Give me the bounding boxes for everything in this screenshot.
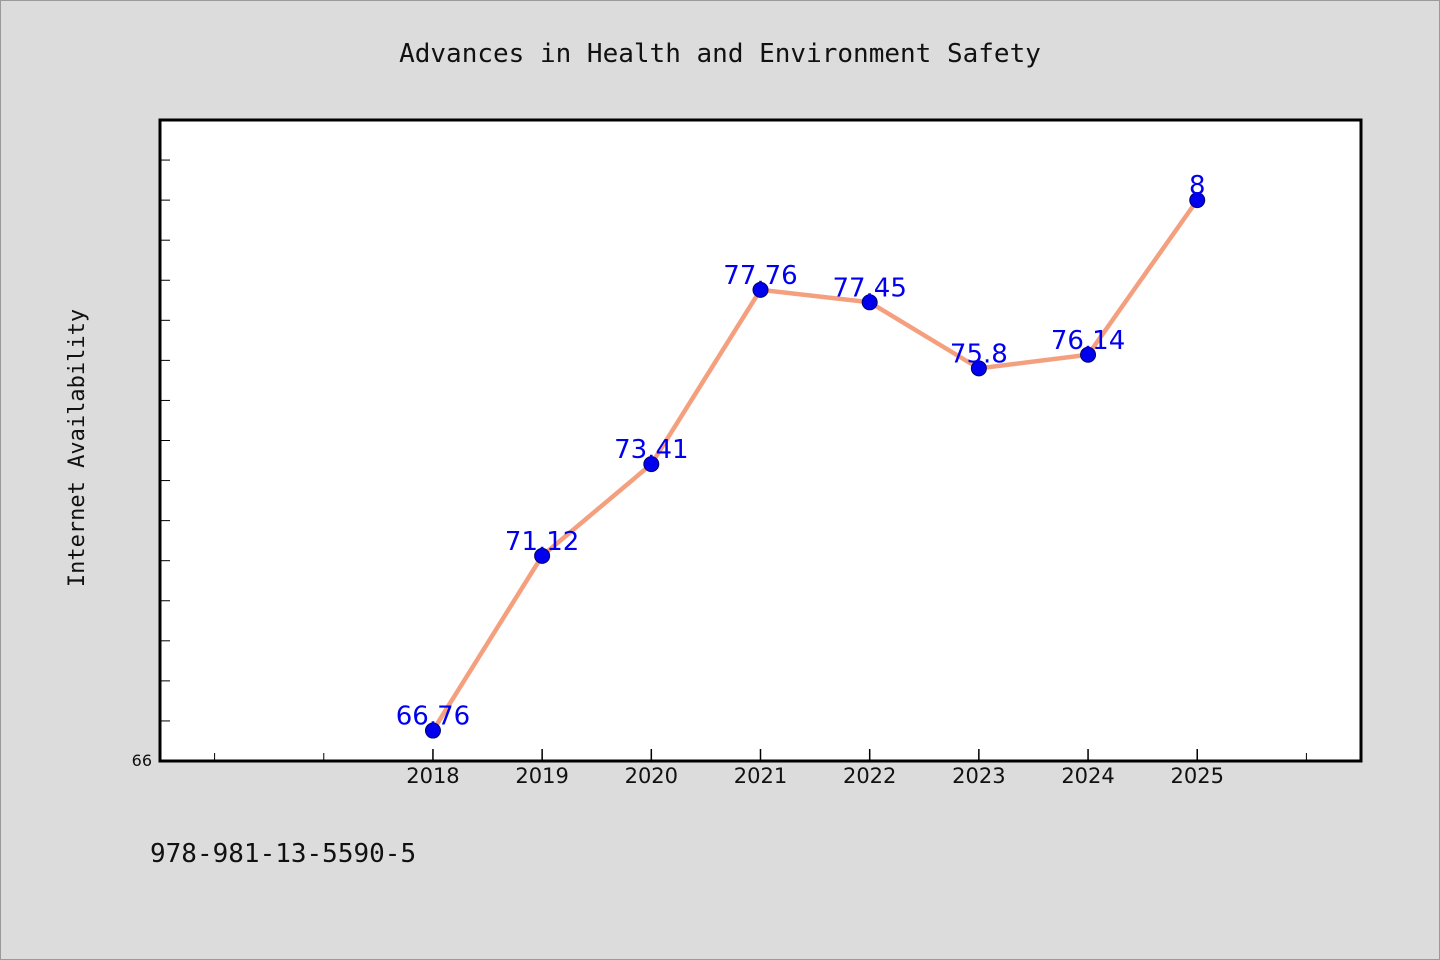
data-label-2025: 8 xyxy=(1189,171,1206,201)
x-tick-label-2021: 2021 xyxy=(734,764,787,788)
data-point-2025 xyxy=(1189,192,1206,209)
data-label-2020: 73.41 xyxy=(614,435,688,465)
y-axis-ticks xyxy=(160,159,170,722)
data-point-2018 xyxy=(424,722,441,739)
data-label-2022: 77.45 xyxy=(832,273,906,303)
data-point-2020 xyxy=(643,456,660,473)
x-tick-label-2025: 2025 xyxy=(1171,764,1224,788)
x-tick-label-2022: 2022 xyxy=(843,764,896,788)
x-tick-label-2024: 2024 xyxy=(1061,764,1114,788)
plot-area xyxy=(158,118,1363,763)
data-point-2024 xyxy=(1080,346,1097,363)
series-layer: 66.76 71.12 73.41 77.76 77.45 75.8 76.14 8 xyxy=(396,171,1206,739)
x-axis-ticks: 2018 2019 2020 2021 2022 2023 2024 2025 xyxy=(214,749,1307,788)
data-label-2024: 76.14 xyxy=(1051,326,1125,356)
x-tick-label-2019: 2019 xyxy=(515,764,568,788)
data-point-2021 xyxy=(752,281,769,298)
data-point-2019 xyxy=(534,547,551,564)
data-point-2022 xyxy=(861,294,878,311)
x-tick-label-2020: 2020 xyxy=(625,764,678,788)
data-label-2019: 71.12 xyxy=(505,527,579,557)
y-axis-label: Internet Availability xyxy=(65,309,90,587)
chart-title: Advances in Health and Environment Safet… xyxy=(399,39,1041,69)
data-label-2023: 75.8 xyxy=(950,339,1008,369)
data-label-2018: 66.76 xyxy=(396,702,470,732)
data-label-2021: 77.76 xyxy=(723,261,797,291)
data-point-2023 xyxy=(970,360,987,377)
series-line xyxy=(431,198,1200,732)
isbn-footer-text: 978-981-13-5590-5 xyxy=(150,839,416,869)
x-tick-label-2018: 2018 xyxy=(406,764,459,788)
x-tick-label-2023: 2023 xyxy=(952,764,1005,788)
y-tick-label-66: 66 xyxy=(132,751,152,770)
